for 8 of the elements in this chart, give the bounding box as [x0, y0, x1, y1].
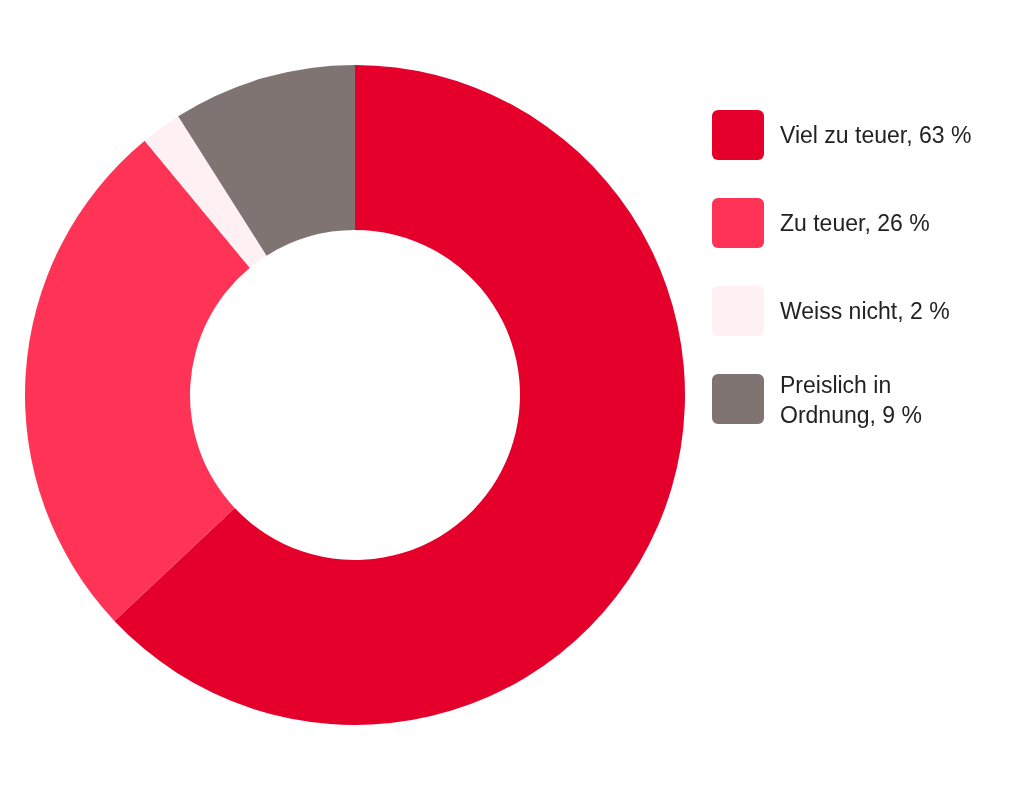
legend-label: Preislich in Ordnung, 9 % — [780, 372, 922, 428]
legend-label: Viel zu teuer, 63 % — [780, 122, 972, 148]
donut-slice — [114, 65, 685, 725]
legend-label: Zu teuer, 26 % — [780, 210, 930, 236]
donut-slice — [178, 65, 355, 256]
legend-label: Weiss nicht, 2 % — [780, 298, 950, 324]
donut-slice — [25, 140, 250, 621]
donut-slice — [144, 116, 267, 268]
